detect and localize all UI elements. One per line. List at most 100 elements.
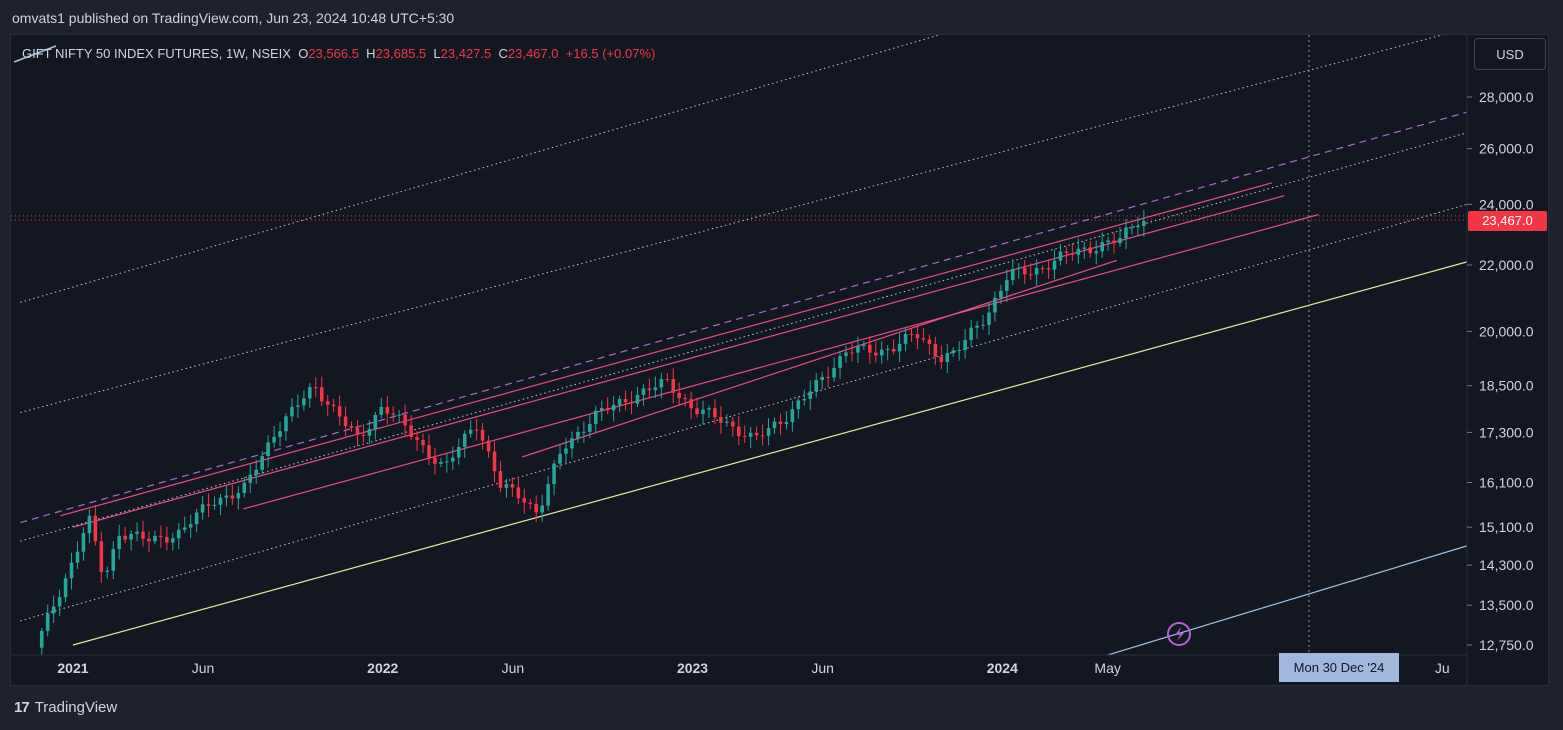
candle-body: [873, 352, 878, 356]
candle-body: [641, 388, 646, 395]
candle-body: [1011, 268, 1015, 281]
candle-body: [254, 469, 258, 475]
candle-body: [421, 440, 425, 446]
candle-body: [313, 387, 318, 389]
crosshair-date-label: Mon 30 Dec '24: [1279, 653, 1399, 682]
chart-pane[interactable]: [10, 34, 1549, 686]
candle-body: [391, 413, 396, 415]
candle-body: [1142, 220, 1146, 226]
candle-body: [826, 376, 830, 378]
candle-body: [105, 570, 110, 572]
candle-body: [510, 484, 515, 488]
candle-body: [230, 495, 235, 499]
candle-body: [885, 348, 890, 350]
candle-body: [486, 440, 491, 452]
candle-body: [302, 398, 306, 406]
candle-body: [93, 515, 98, 542]
candle-body: [528, 502, 533, 504]
price-tick-label: 12,750.0: [1479, 637, 1534, 653]
candle-body: [766, 428, 771, 436]
channel-inner: [521, 259, 1118, 458]
candle-body: [939, 356, 944, 362]
candle-body: [1124, 227, 1128, 239]
high-value: 23,685.5: [375, 46, 427, 61]
candle-body: [308, 387, 312, 399]
candle-body: [296, 405, 300, 407]
candle-body: [820, 376, 824, 381]
candle-body: [1022, 267, 1027, 275]
candle-body: [1136, 225, 1140, 228]
candle-body: [838, 356, 842, 368]
candle-body: [564, 448, 568, 454]
candle-body: [999, 290, 1003, 298]
candle-body: [462, 433, 467, 447]
candle-body: [117, 535, 121, 550]
candle-body: [987, 312, 991, 325]
price-tick-label: 20,000.0: [1479, 323, 1534, 339]
candle-body: [492, 451, 497, 472]
candle-body: [552, 463, 556, 485]
symbol-legend[interactable]: GIFT NIFTY 50 INDEX FUTURES, 1W, NSEIX O…: [22, 46, 655, 61]
candle-body: [832, 367, 836, 378]
candle-body: [576, 431, 580, 439]
candle-body: [468, 429, 473, 434]
candle-body: [558, 453, 562, 464]
candle-body: [582, 431, 586, 433]
trend-lines: [20, 35, 1467, 655]
candle-body: [1070, 253, 1075, 255]
candle-body: [75, 551, 80, 563]
candle-body: [623, 398, 628, 403]
price-tick-label: 18,500.0: [1479, 378, 1534, 394]
currency-button[interactable]: USD: [1474, 38, 1546, 70]
time-tick-label: 2023: [677, 660, 708, 676]
candle-body: [1016, 267, 1021, 269]
candle-body: [796, 400, 801, 410]
candle-body: [337, 406, 342, 417]
candle-body: [588, 423, 592, 432]
time-tick-label: 2024: [987, 660, 1018, 676]
candle-body: [647, 388, 652, 391]
candle-body: [921, 338, 926, 340]
candle-body: [689, 399, 693, 409]
brand-name: TradingView: [34, 699, 118, 716]
candle-body: [248, 474, 253, 483]
price-tick-label: 24,000.0: [1479, 196, 1534, 212]
publish-header: omvats1 published on TradingView.com, Ju…: [12, 10, 455, 26]
candle-body: [629, 402, 634, 404]
dotted-mid: [20, 132, 1467, 542]
tradingview-brand[interactable]: 17 TradingView: [14, 699, 117, 716]
candle-body: [81, 533, 86, 552]
candle-body: [343, 416, 348, 427]
candle-body: [1082, 247, 1087, 249]
candle-body: [951, 350, 956, 354]
candle-body: [969, 327, 973, 340]
candle-body: [945, 353, 950, 362]
lightning-icon[interactable]: [1167, 622, 1191, 646]
close-value: 23,467.0: [507, 46, 559, 61]
candle-body: [165, 537, 169, 543]
price-tick-label: 28,000.0: [1479, 89, 1534, 105]
candles: [39, 210, 1146, 655]
candle-body: [319, 387, 324, 402]
candle-body: [1046, 268, 1051, 270]
candle-body: [409, 425, 413, 438]
candle-body: [188, 524, 193, 528]
dotted-upper-2: [20, 35, 1444, 414]
candle-body: [731, 421, 735, 427]
candle-body: [349, 426, 354, 428]
last-price-tag: 23,467.0: [1468, 211, 1547, 231]
time-tick-label: 2022: [367, 660, 398, 676]
candle-body: [1106, 240, 1110, 243]
low-label: L: [433, 46, 441, 61]
candle-body: [427, 445, 431, 458]
candle-body: [182, 527, 187, 530]
candle-body: [1040, 268, 1045, 270]
candle-body: [754, 432, 759, 436]
candle-body: [272, 436, 276, 443]
price-tick-label: 15,100.0: [1479, 519, 1534, 535]
candle-body: [891, 348, 896, 352]
candle-body: [63, 578, 68, 598]
time-tick-label: May: [1094, 660, 1120, 676]
price-tick-label: 26,000.0: [1479, 141, 1534, 157]
